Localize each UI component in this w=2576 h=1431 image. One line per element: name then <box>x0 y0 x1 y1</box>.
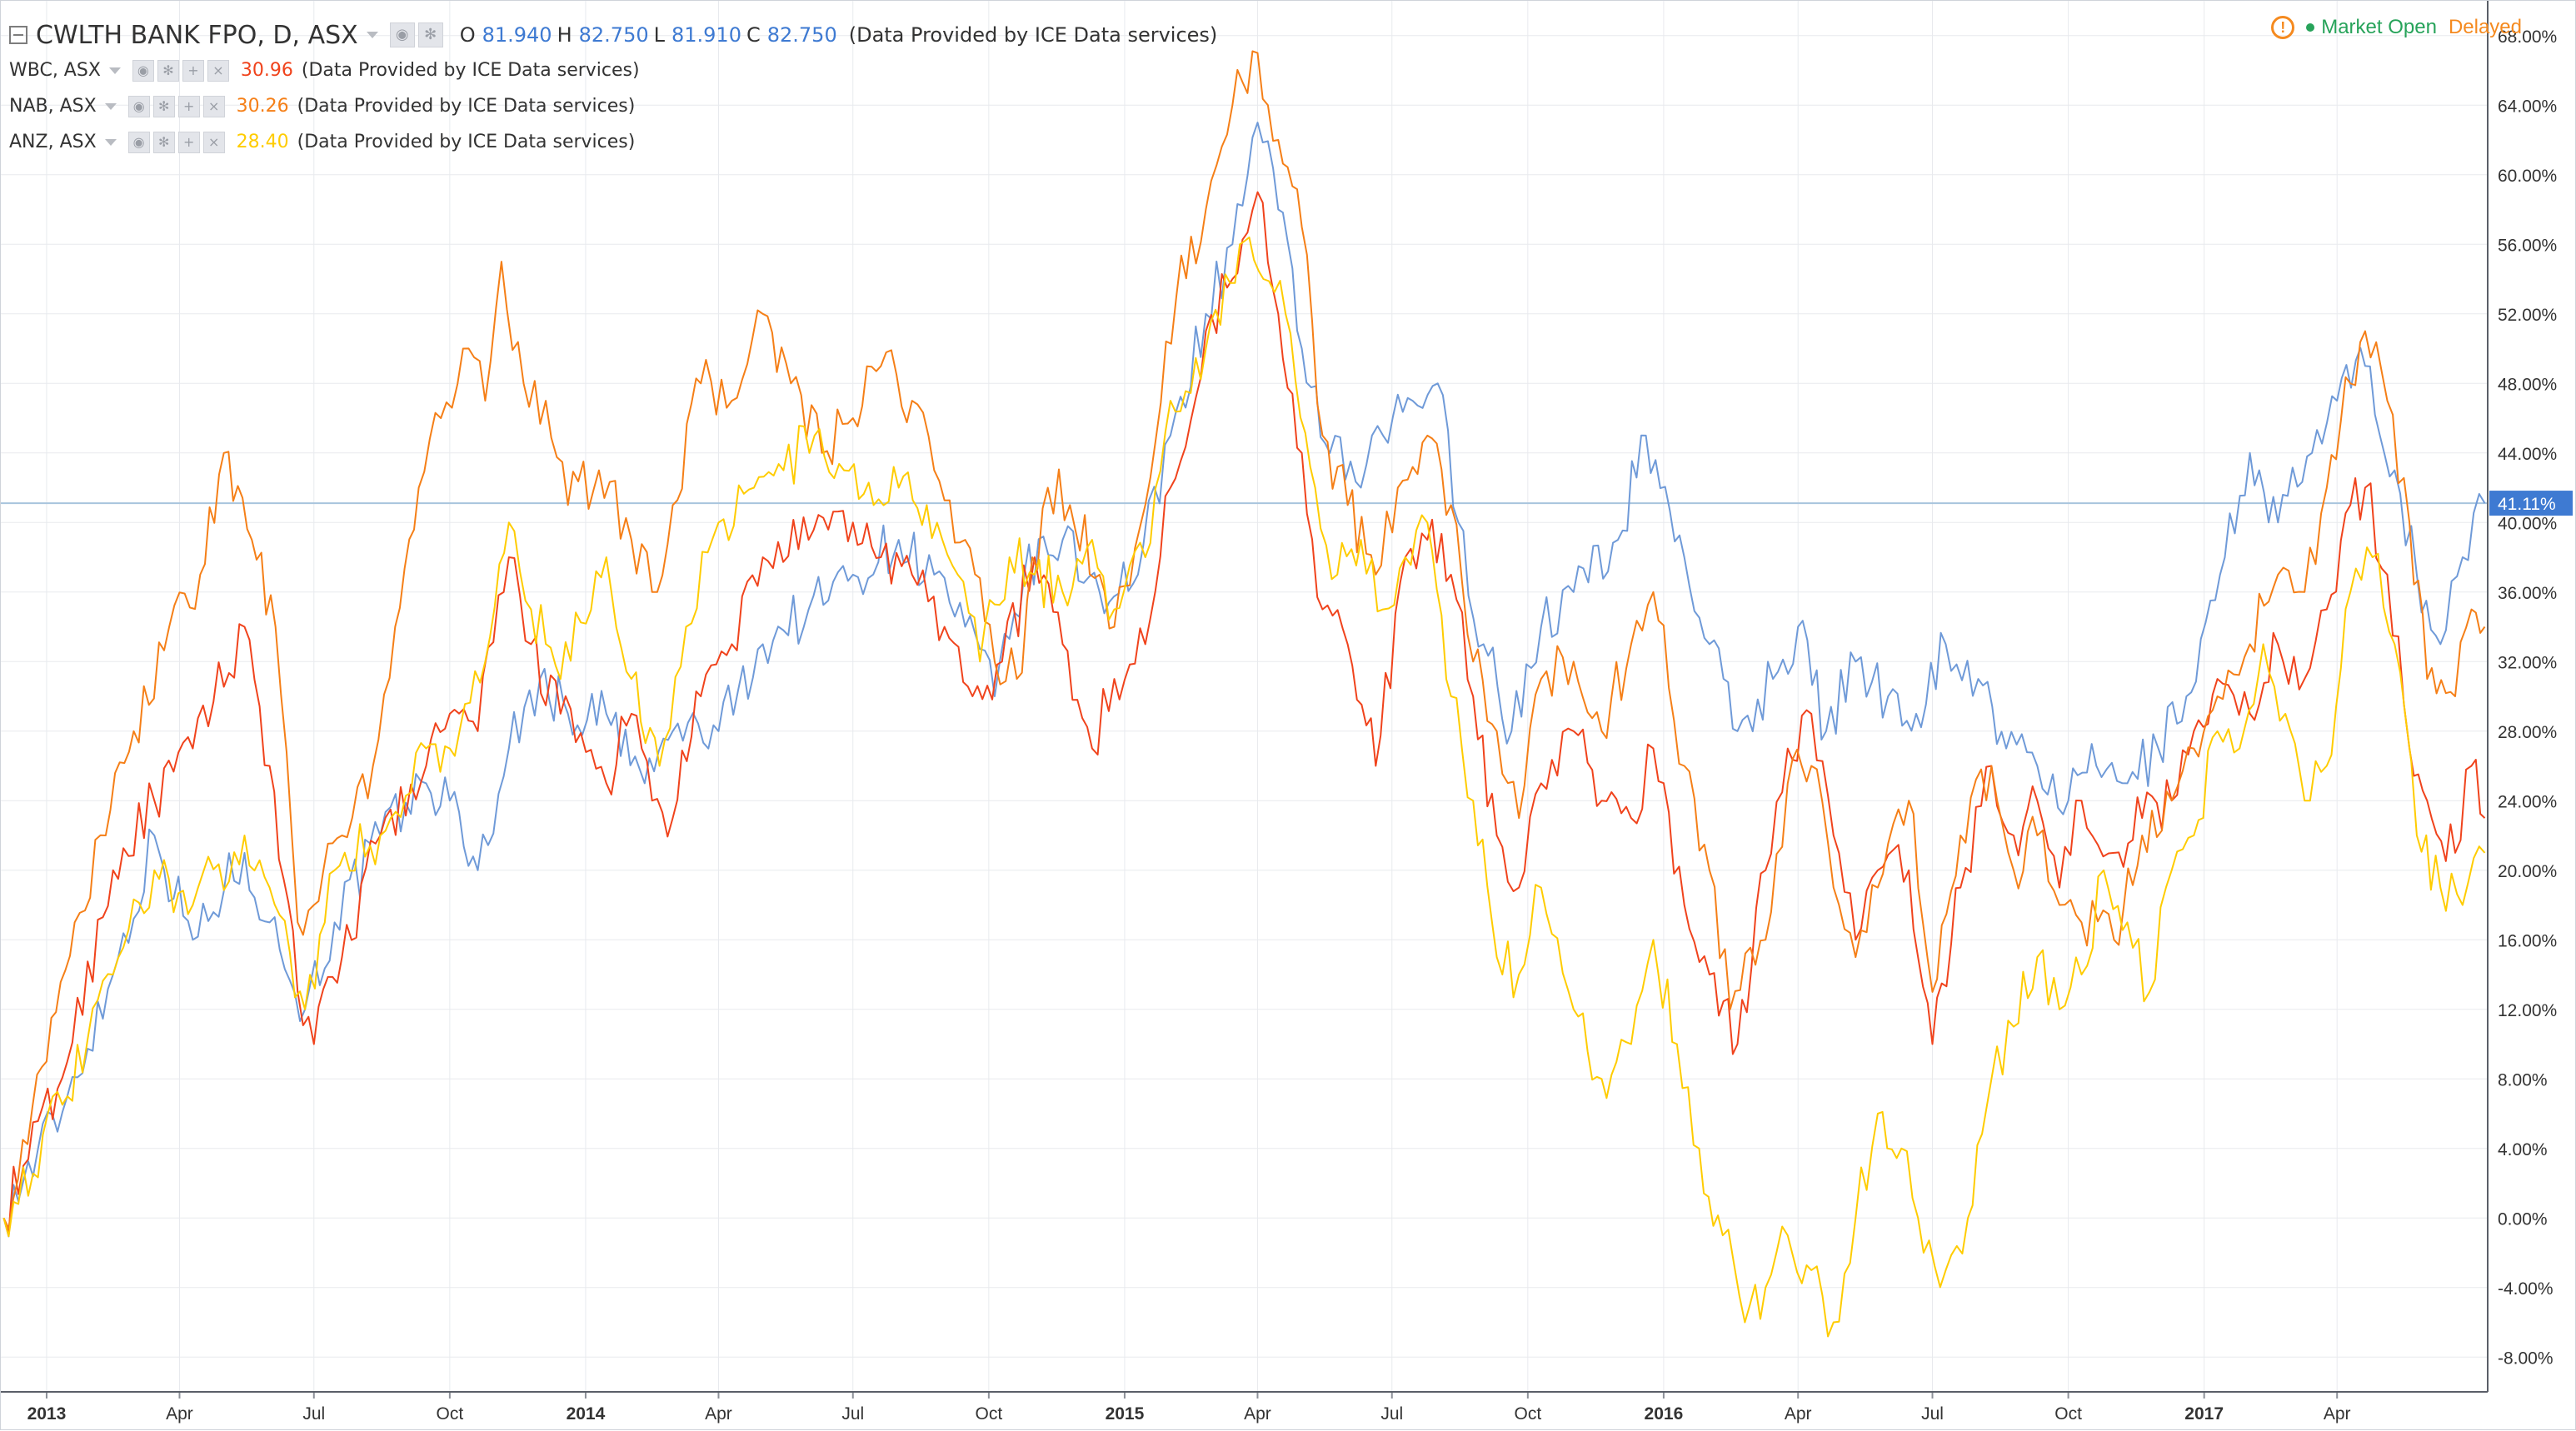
y-tick-label: 4.00% <box>2498 1140 2548 1159</box>
x-tick-label: Apr <box>705 1404 732 1424</box>
plus-icon[interactable]: + <box>177 131 200 153</box>
series-line-nab <box>2 50 2486 1229</box>
y-tick-label: 40.00% <box>2498 514 2557 533</box>
provider-note: (Data Provided by ICE Data services) <box>301 60 640 81</box>
y-tick-label: 24.00% <box>2498 792 2557 811</box>
gear-icon[interactable]: ✻ <box>417 22 443 47</box>
provider-note: (Data Provided by ICE Data services) <box>297 132 636 152</box>
collapse-legend-icon[interactable] <box>9 26 27 44</box>
low-value: 81.910 <box>671 23 741 47</box>
x-tick-label: Apr <box>2324 1404 2351 1424</box>
main-series-legend: CWLTH BANK FPO, D, ASX ◉ ✻ O 81.940 H 82… <box>9 17 1217 52</box>
eye-icon[interactable]: ◉ <box>127 131 150 153</box>
y-tick-label: 52.00% <box>2498 306 2557 325</box>
series-line-wbc <box>2 191 2486 1235</box>
x-tick-label: 2017 <box>2184 1404 2224 1424</box>
last-value-badge <box>2489 491 2573 516</box>
x-tick-label: Jul <box>1380 1404 1403 1424</box>
chart-legend: CWLTH BANK FPO, D, ASX ◉ ✻ O 81.940 H 82… <box>9 17 1217 160</box>
series-line-cwlth <box>2 122 2486 1238</box>
x-tick-label: Apr <box>1785 1404 1812 1424</box>
series-line-anz <box>2 237 2486 1338</box>
provider-note: (Data Provided by ICE Data services) <box>848 23 1218 47</box>
x-tick-label: 2016 <box>1645 1404 1684 1424</box>
comparison-symbol[interactable]: NAB, ASX <box>9 96 97 117</box>
x-tick-label: Oct <box>976 1404 1003 1424</box>
x-tick-label: Oct <box>2054 1404 2082 1424</box>
y-tick-label: 56.00% <box>2498 236 2557 255</box>
delayed-label: Delayed <box>2448 16 2522 38</box>
x-tick-label: 2015 <box>1106 1404 1145 1424</box>
x-tick-label: Apr <box>1244 1404 1271 1424</box>
low-key: L <box>653 23 665 47</box>
y-tick-label: 12.00% <box>2498 1001 2557 1020</box>
last-value-label: 41.11% <box>2498 495 2556 514</box>
eye-icon[interactable]: ◉ <box>389 22 415 47</box>
comparison-value: 30.26 <box>236 96 289 117</box>
high-value: 82.750 <box>578 23 649 47</box>
comparison-legend-anz: ANZ, ASX ◉ ✻ + × 28.40 (Data Provided by… <box>9 124 1217 160</box>
main-series-buttons: ◉ ✻ <box>389 22 443 47</box>
chevron-down-icon[interactable] <box>104 102 117 110</box>
close-key: C <box>746 23 761 47</box>
market-open-label: Market Open <box>2321 16 2437 38</box>
open-value: 81.940 <box>482 23 552 47</box>
close-icon[interactable]: × <box>202 95 225 117</box>
warning-icon[interactable]: ! <box>2271 16 2295 39</box>
y-tick-label: 28.00% <box>2498 723 2557 742</box>
open-key: O <box>459 23 476 47</box>
x-tick-label: Oct <box>1514 1404 1541 1424</box>
y-tick-label: 68.00% <box>2498 27 2557 47</box>
comparison-value: 28.40 <box>236 132 289 152</box>
x-tick-label: Oct <box>437 1404 464 1424</box>
market-status: ! Market Open Delayed <box>2271 16 2522 39</box>
y-tick-label: 0.00% <box>2498 1209 2548 1229</box>
gear-icon[interactable]: ✻ <box>157 59 179 82</box>
y-tick-label: 20.00% <box>2498 862 2557 881</box>
x-tick-label: Apr <box>166 1404 193 1424</box>
provider-note: (Data Provided by ICE Data services) <box>297 96 636 117</box>
x-tick-label: Jul <box>1921 1404 1944 1424</box>
y-tick-label: 60.00% <box>2498 167 2557 186</box>
comparison-value: 30.96 <box>240 60 293 81</box>
x-tick-label: 2014 <box>567 1404 606 1424</box>
comparison-buttons: ◉ ✻ + × <box>127 131 225 153</box>
x-tick-label: Jul <box>302 1404 325 1424</box>
chevron-down-icon[interactable] <box>104 138 117 146</box>
y-tick-label: -8.00% <box>2498 1349 2554 1368</box>
gear-icon[interactable]: ✻ <box>152 131 175 153</box>
y-tick-label: 48.00% <box>2498 375 2557 394</box>
comparison-legend-nab: NAB, ASX ◉ ✻ + × 30.26 (Data Provided by… <box>9 88 1217 124</box>
comparison-symbol[interactable]: WBC, ASX <box>9 60 101 81</box>
chevron-down-icon[interactable] <box>366 32 378 38</box>
close-icon[interactable]: × <box>202 131 225 153</box>
plus-icon[interactable]: + <box>177 95 200 117</box>
symbol-title[interactable]: CWLTH BANK FPO, D, ASX <box>36 20 358 50</box>
comparison-legend-wbc: WBC, ASX ◉ ✻ + × 30.96 (Data Provided by… <box>9 52 1217 88</box>
y-tick-label: 64.00% <box>2498 97 2557 116</box>
y-tick-label: 8.00% <box>2498 1070 2548 1089</box>
comparison-symbol[interactable]: ANZ, ASX <box>9 132 97 152</box>
close-icon[interactable]: × <box>207 59 229 82</box>
y-tick-label: -4.00% <box>2498 1279 2554 1299</box>
chevron-down-icon[interactable] <box>108 67 121 74</box>
x-tick-label: 2013 <box>27 1404 67 1424</box>
x-tick-label: Jul <box>841 1404 864 1424</box>
market-open-dot-icon <box>2306 23 2315 32</box>
y-tick-label: 36.00% <box>2498 584 2557 603</box>
comparison-buttons: ◉ ✻ + × <box>132 59 229 82</box>
eye-icon[interactable]: ◉ <box>127 95 150 117</box>
y-tick-label: 32.00% <box>2498 653 2557 672</box>
comparison-buttons: ◉ ✻ + × <box>127 95 225 117</box>
y-tick-label: 16.00% <box>2498 931 2557 950</box>
high-key: H <box>557 23 572 47</box>
close-value: 82.750 <box>766 23 837 47</box>
plus-icon[interactable]: + <box>182 59 204 82</box>
eye-icon[interactable]: ◉ <box>132 59 154 82</box>
gear-icon[interactable]: ✻ <box>152 95 175 117</box>
y-tick-label: 44.00% <box>2498 445 2557 464</box>
